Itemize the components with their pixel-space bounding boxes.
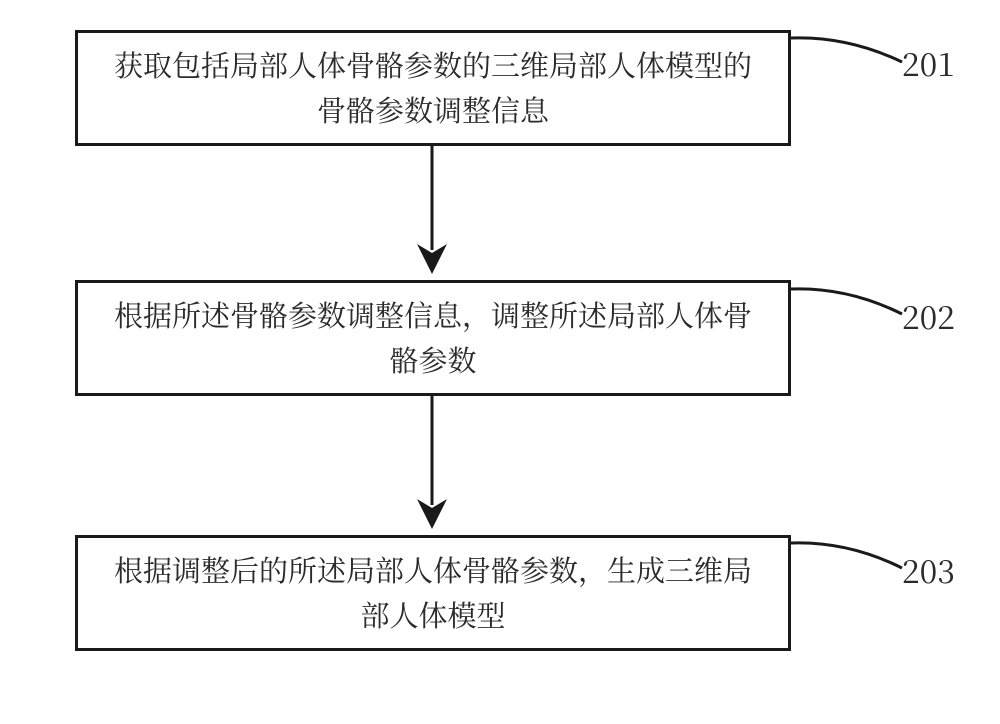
flow-node-text: 获取包括局部人体骨骼参数的三维局部人体模型的 骨骼参数调整信息 [114,43,752,133]
flow-node-step-1: 获取包括局部人体骨骼参数的三维局部人体模型的 骨骼参数调整信息 [75,30,791,146]
step-number-203: 203 [902,547,955,593]
flow-node-line1: 根据调整后的所述局部人体骨骼参数，生成三维局 [114,549,752,590]
flow-node-text: 根据所述骨骼参数调整信息，调整所述局部人体骨 骼参数 [114,293,752,383]
flow-node-line1: 获取包括局部人体骨骼参数的三维局部人体模型的 [114,44,752,85]
flow-node-step-2: 根据所述骨骼参数调整信息，调整所述局部人体骨 骼参数 [75,280,791,396]
flow-node-line1: 根据所述骨骼参数调整信息，调整所述局部人体骨 [114,294,752,335]
step-number-202: 202 [902,293,955,339]
flow-node-line2: 部人体模型 [360,594,505,635]
flowchart-canvas: 获取包括局部人体骨骼参数的三维局部人体模型的 骨骼参数调整信息 根据所述骨骼参数… [0,0,1000,724]
flow-node-line2: 骨骼参数调整信息 [317,89,549,130]
flow-node-line2: 骼参数 [389,339,476,380]
flow-node-text: 根据调整后的所述局部人体骨骼参数，生成三维局 部人体模型 [114,548,752,638]
flow-node-step-3: 根据调整后的所述局部人体骨骼参数，生成三维局 部人体模型 [75,535,791,651]
step-number-201: 201 [902,40,955,86]
